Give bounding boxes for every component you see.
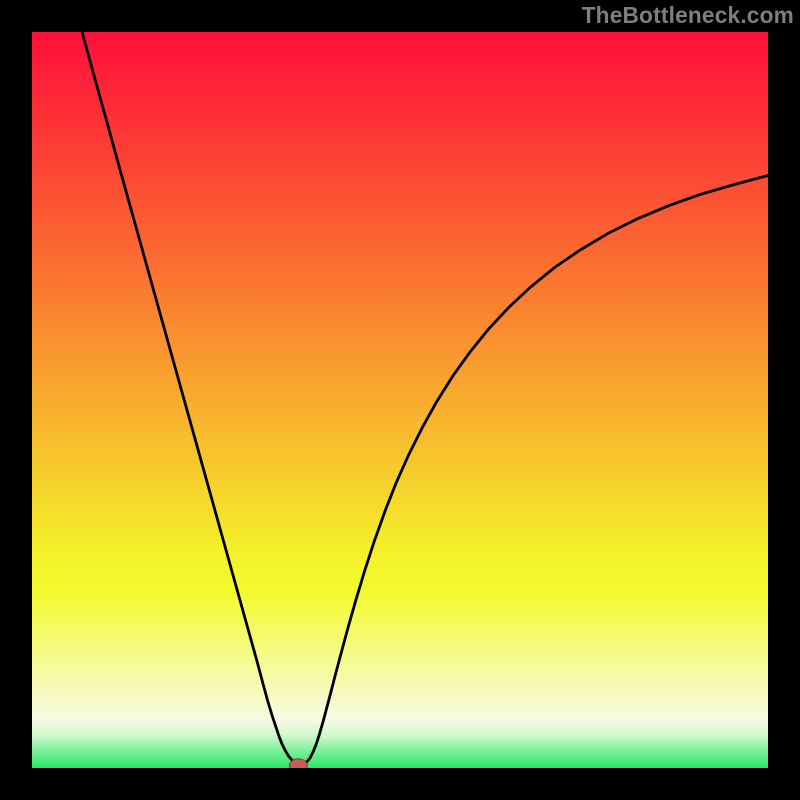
watermark-text: TheBottleneck.com bbox=[582, 2, 794, 29]
minimum-marker bbox=[289, 759, 307, 768]
plot-area bbox=[32, 32, 768, 768]
plot-svg bbox=[32, 32, 768, 768]
chart-frame: TheBottleneck.com bbox=[0, 0, 800, 800]
gradient-rect bbox=[32, 32, 768, 768]
